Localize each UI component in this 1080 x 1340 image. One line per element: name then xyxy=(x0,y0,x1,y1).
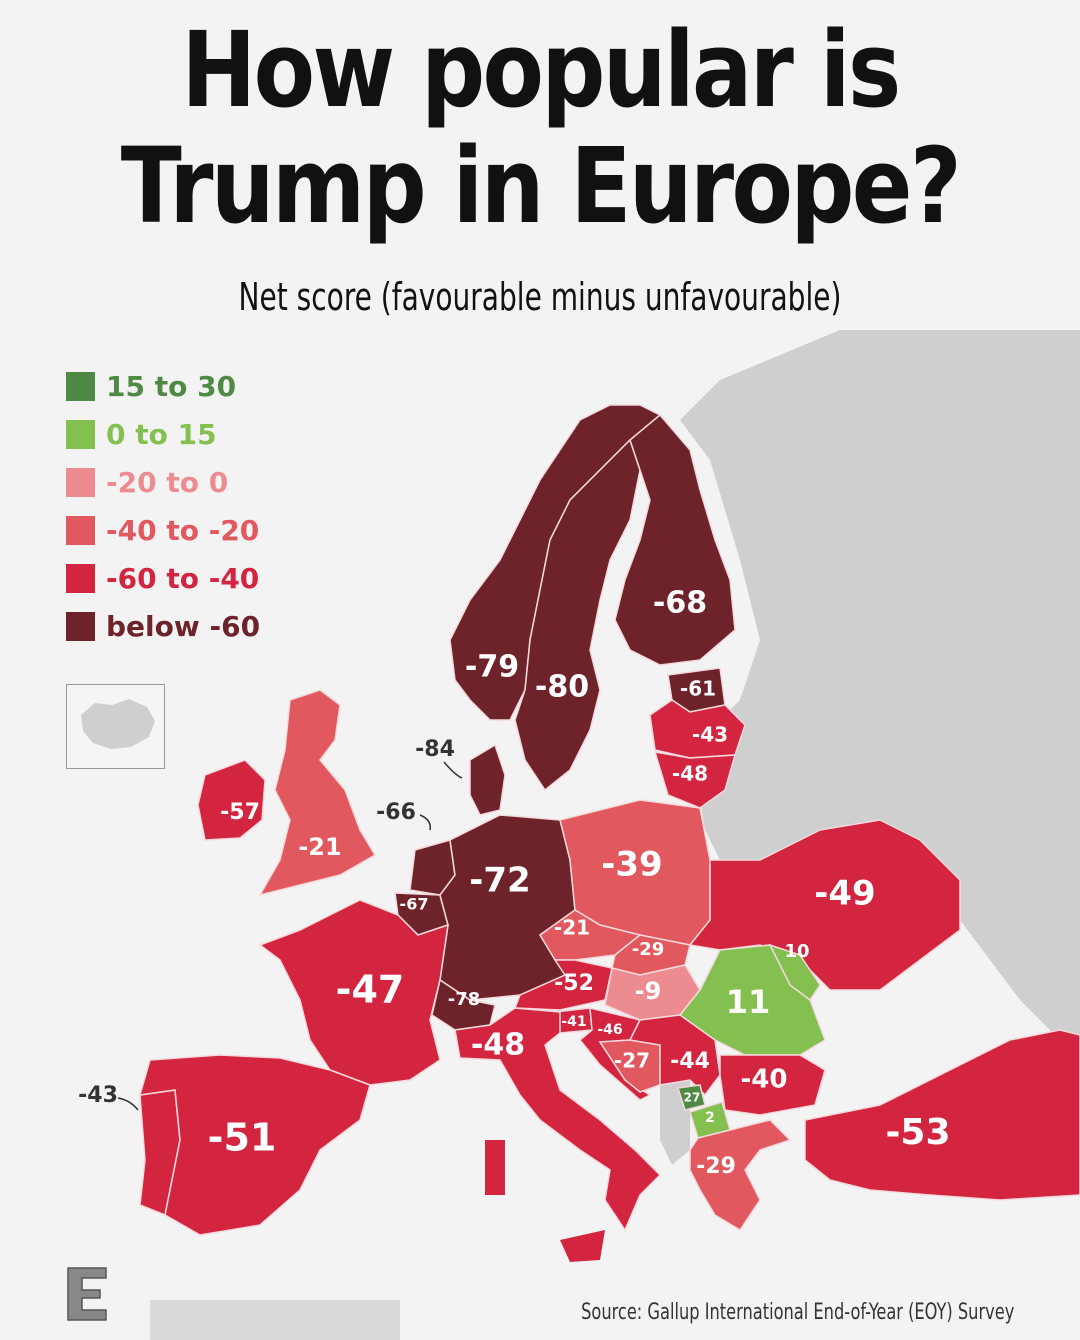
country-finland xyxy=(614,413,736,666)
country-latvia xyxy=(649,699,746,759)
label-north-macedonia: 2 xyxy=(705,1110,715,1126)
label-estonia: -61 xyxy=(680,677,716,701)
country-italy xyxy=(454,1007,662,1232)
label-slovenia: -41 xyxy=(561,1014,586,1030)
publisher-logo: E xyxy=(67,1267,107,1321)
country-turkey xyxy=(804,1029,1080,1201)
island-sardinia xyxy=(485,1140,505,1195)
label-croatia: -46 xyxy=(597,1022,622,1038)
country-spain xyxy=(138,1054,371,1236)
north-africa-grey-land xyxy=(150,1300,400,1340)
label-greece: -29 xyxy=(696,1154,736,1179)
legend: 15 to 30 0 to 15 -20 to 0 -40 to -20 -60… xyxy=(66,362,260,650)
label-switzerland: -78 xyxy=(448,989,481,1010)
label-belgium: -67 xyxy=(400,895,429,914)
legend-swatch xyxy=(66,371,95,401)
title-line-2: Trump in Europe? xyxy=(120,125,962,247)
label-poland: -39 xyxy=(601,845,662,885)
label-moldova: 10 xyxy=(784,941,809,962)
label-netherlands: -66 xyxy=(376,800,416,825)
label-france: -47 xyxy=(336,968,405,1012)
legend-swatch xyxy=(66,467,95,497)
label-portugal: -43 xyxy=(78,1083,118,1108)
label-denmark: -84 xyxy=(415,737,455,762)
russia-grey-land xyxy=(680,330,1080,1060)
legend-swatch xyxy=(66,515,95,545)
legend-label: 15 to 30 xyxy=(106,369,237,403)
label-spain: -51 xyxy=(208,1116,277,1160)
legend-label: below -60 xyxy=(106,609,261,643)
legend-label: 0 to 15 xyxy=(106,417,217,451)
label-italy: -48 xyxy=(471,1028,525,1063)
legend-swatch xyxy=(66,419,95,449)
legend-item: -60 to -40 xyxy=(66,554,260,602)
label-slovakia: -29 xyxy=(632,939,665,960)
legend-item: -40 to -20 xyxy=(66,506,260,554)
subtitle: Net score (favourable minus unfavourable… xyxy=(238,275,842,319)
legend-label: -60 to -40 xyxy=(106,561,260,595)
label-norway: -79 xyxy=(465,650,519,685)
legend-label: -20 to 0 xyxy=(106,465,229,499)
country-bulgaria xyxy=(719,1054,826,1116)
leader-line-denmark xyxy=(443,761,463,779)
leader-line-portugal xyxy=(117,1097,139,1111)
country-lithuania xyxy=(653,751,737,809)
label-uk: -21 xyxy=(298,833,341,861)
iceland-shape xyxy=(81,699,155,749)
iceland-inset xyxy=(66,684,165,769)
label-bosnia: -27 xyxy=(614,1049,650,1073)
legend-item: 0 to 15 xyxy=(66,410,260,458)
country-denmark xyxy=(469,743,506,816)
country-ukraine xyxy=(688,819,961,991)
legend-item: -20 to 0 xyxy=(66,458,260,506)
label-hungary: -9 xyxy=(635,977,662,1005)
label-latvia: -43 xyxy=(692,723,728,747)
label-romania: 11 xyxy=(726,983,771,1021)
page-title: How popular is Trump in Europe? xyxy=(76,12,1005,244)
label-sweden: -80 xyxy=(535,670,589,705)
label-bulgaria: -40 xyxy=(741,1065,788,1095)
legend-label: -40 to -20 xyxy=(106,513,260,547)
label-turkey: -53 xyxy=(885,1112,950,1153)
label-kosovo: 27 xyxy=(684,1091,701,1105)
legend-swatch xyxy=(66,563,95,593)
leader-line-netherlands xyxy=(419,814,432,831)
legend-item: 15 to 30 xyxy=(66,362,260,410)
country-ireland xyxy=(197,759,266,841)
country-greece xyxy=(689,1119,792,1232)
label-ireland: -57 xyxy=(220,800,260,825)
island-sicily xyxy=(560,1230,605,1262)
label-czechia: -21 xyxy=(554,916,590,940)
label-ukraine: -49 xyxy=(814,874,875,914)
title-line-1: How popular is xyxy=(181,9,901,131)
label-austria: -52 xyxy=(554,971,594,996)
label-lithuania: -48 xyxy=(672,762,708,786)
label-serbia: -44 xyxy=(670,1049,710,1074)
legend-swatch xyxy=(66,611,95,641)
country-uk xyxy=(258,689,377,897)
legend-item: below -60 xyxy=(66,602,260,650)
country-kosovo xyxy=(677,1084,706,1111)
label-germany: -72 xyxy=(469,861,530,901)
source-note: Source: Gallup International End-of-Year… xyxy=(580,1300,1014,1325)
label-finland: -68 xyxy=(653,586,707,621)
